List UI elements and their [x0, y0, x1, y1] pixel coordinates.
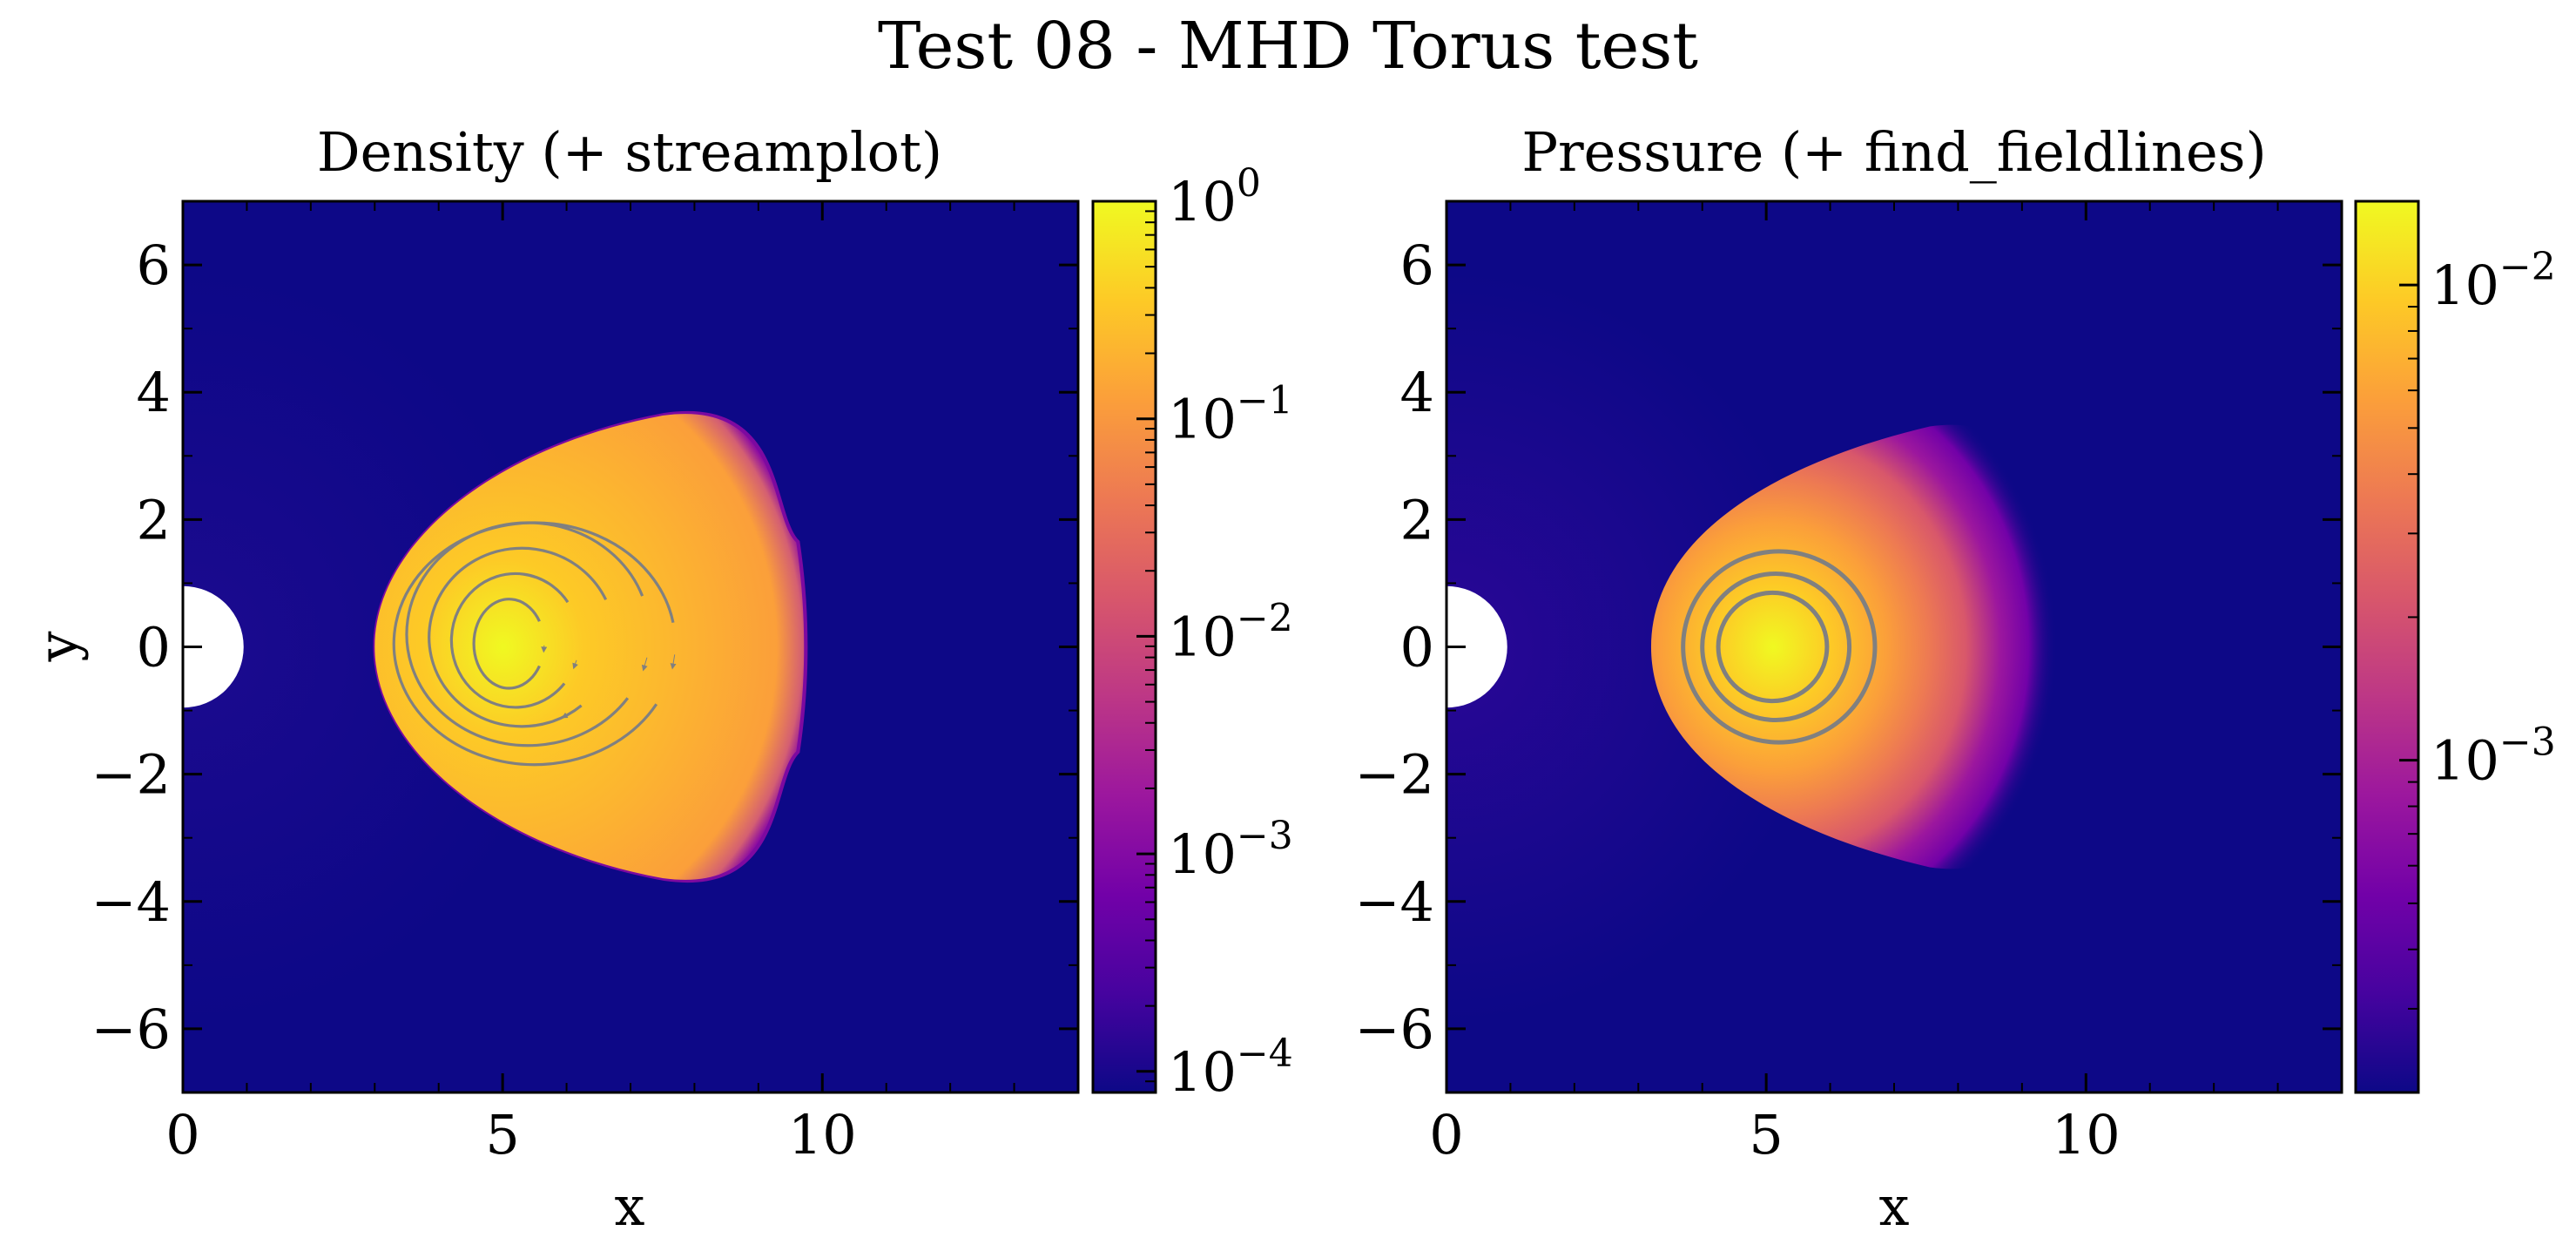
- y-tick-label: 2: [1400, 488, 1434, 551]
- density-heatmap: [183, 201, 1078, 1092]
- x-tick-label: 0: [165, 1103, 199, 1167]
- colorbar-tick-label: 10−3: [2431, 720, 2556, 793]
- y-tick-label: 6: [1400, 233, 1434, 297]
- figure-title: Test 08 - MHD Torus test: [878, 9, 1698, 84]
- y-tick-label: 0: [1400, 616, 1434, 680]
- fieldline: [1681, 549, 1878, 745]
- streamline: [449, 572, 570, 709]
- colorbar-tick-label: 10−2: [1168, 596, 1293, 668]
- streamline: [428, 546, 608, 728]
- colorbar-tick-label: 10−2: [2431, 245, 2556, 317]
- y-tick-label: 6: [137, 233, 171, 297]
- y-tick-label: 4: [137, 361, 171, 424]
- y-tick-label: −2: [1355, 743, 1434, 807]
- y-tick-label: −4: [1355, 870, 1434, 934]
- inner-boundary: [183, 585, 244, 708]
- pressure-colorbar: 10−2 10−3: [2354, 200, 2556, 1094]
- colorbar-tick-label: 10−3: [1168, 814, 1293, 886]
- fieldline: [1716, 590, 1830, 704]
- x-tick-label: 0: [1429, 1103, 1463, 1167]
- fieldline: [1700, 571, 1852, 723]
- pressure-y-ticks: 6 4 2 0 −2 −4 −6: [1355, 200, 2342, 1093]
- torus-region: [1650, 424, 2057, 869]
- y-tick-label: −4: [91, 870, 171, 934]
- density-x-ticks: 0 5 10: [165, 201, 1079, 1167]
- colorbar-tick-label: 10−4: [1168, 1031, 1293, 1104]
- y-tick-label: 0: [137, 616, 171, 680]
- colorbar-tick-label: 100: [1168, 161, 1261, 233]
- streamline-arrow: [641, 657, 648, 672]
- y-tick-label: −2: [91, 743, 171, 807]
- colorbar-gradient: [2354, 200, 2420, 1094]
- streamline-arrow: [572, 659, 578, 670]
- streamline-arrow: [561, 712, 573, 719]
- x-tick-label: 10: [2052, 1103, 2121, 1167]
- density-y-axis-label: y: [26, 631, 90, 662]
- pressure-fieldlines: [1681, 549, 1878, 745]
- streamline: [392, 521, 675, 767]
- pressure-panel: Pressure (+ find_fieldlines) 0 5 10 6 4 2 0 −2…: [1355, 120, 2556, 1238]
- pressure-x-axis-label: x: [1879, 1174, 1910, 1238]
- density-y-ticks: 6 4 2 0 −2 −4 −6: [91, 200, 1078, 1093]
- x-tick-label: 5: [485, 1103, 519, 1167]
- density-panel: Density (+ streamplot) 0 5 10 6 4 2 0 −2 −4 −6 x…: [26, 120, 1293, 1238]
- streamline: [472, 598, 541, 690]
- y-tick-label: −6: [91, 998, 171, 1061]
- streamline: [405, 521, 644, 747]
- y-tick-label: 4: [1400, 361, 1434, 424]
- density-panel-title: Density (+ streamplot): [317, 120, 942, 184]
- x-tick-label: 10: [788, 1103, 857, 1167]
- y-tick-label: 2: [137, 488, 171, 551]
- y-tick-label: −6: [1355, 998, 1434, 1061]
- streamline-arrow: [670, 654, 677, 670]
- colorbar-tick-label: 10−1: [1168, 379, 1293, 451]
- inner-boundary: [1446, 585, 1507, 708]
- density-streamplot: [392, 521, 677, 767]
- density-colorbar: 100 10−1 10−2 10−3 10−4: [1091, 161, 1293, 1104]
- density-x-axis-label: x: [615, 1174, 645, 1238]
- pressure-heatmap: [1446, 201, 2342, 1092]
- x-tick-label: 5: [1749, 1103, 1783, 1167]
- pressure-panel-title: Pressure (+ find_fieldlines): [1521, 120, 2266, 184]
- pressure-x-ticks: 0 5 10: [1429, 201, 2343, 1167]
